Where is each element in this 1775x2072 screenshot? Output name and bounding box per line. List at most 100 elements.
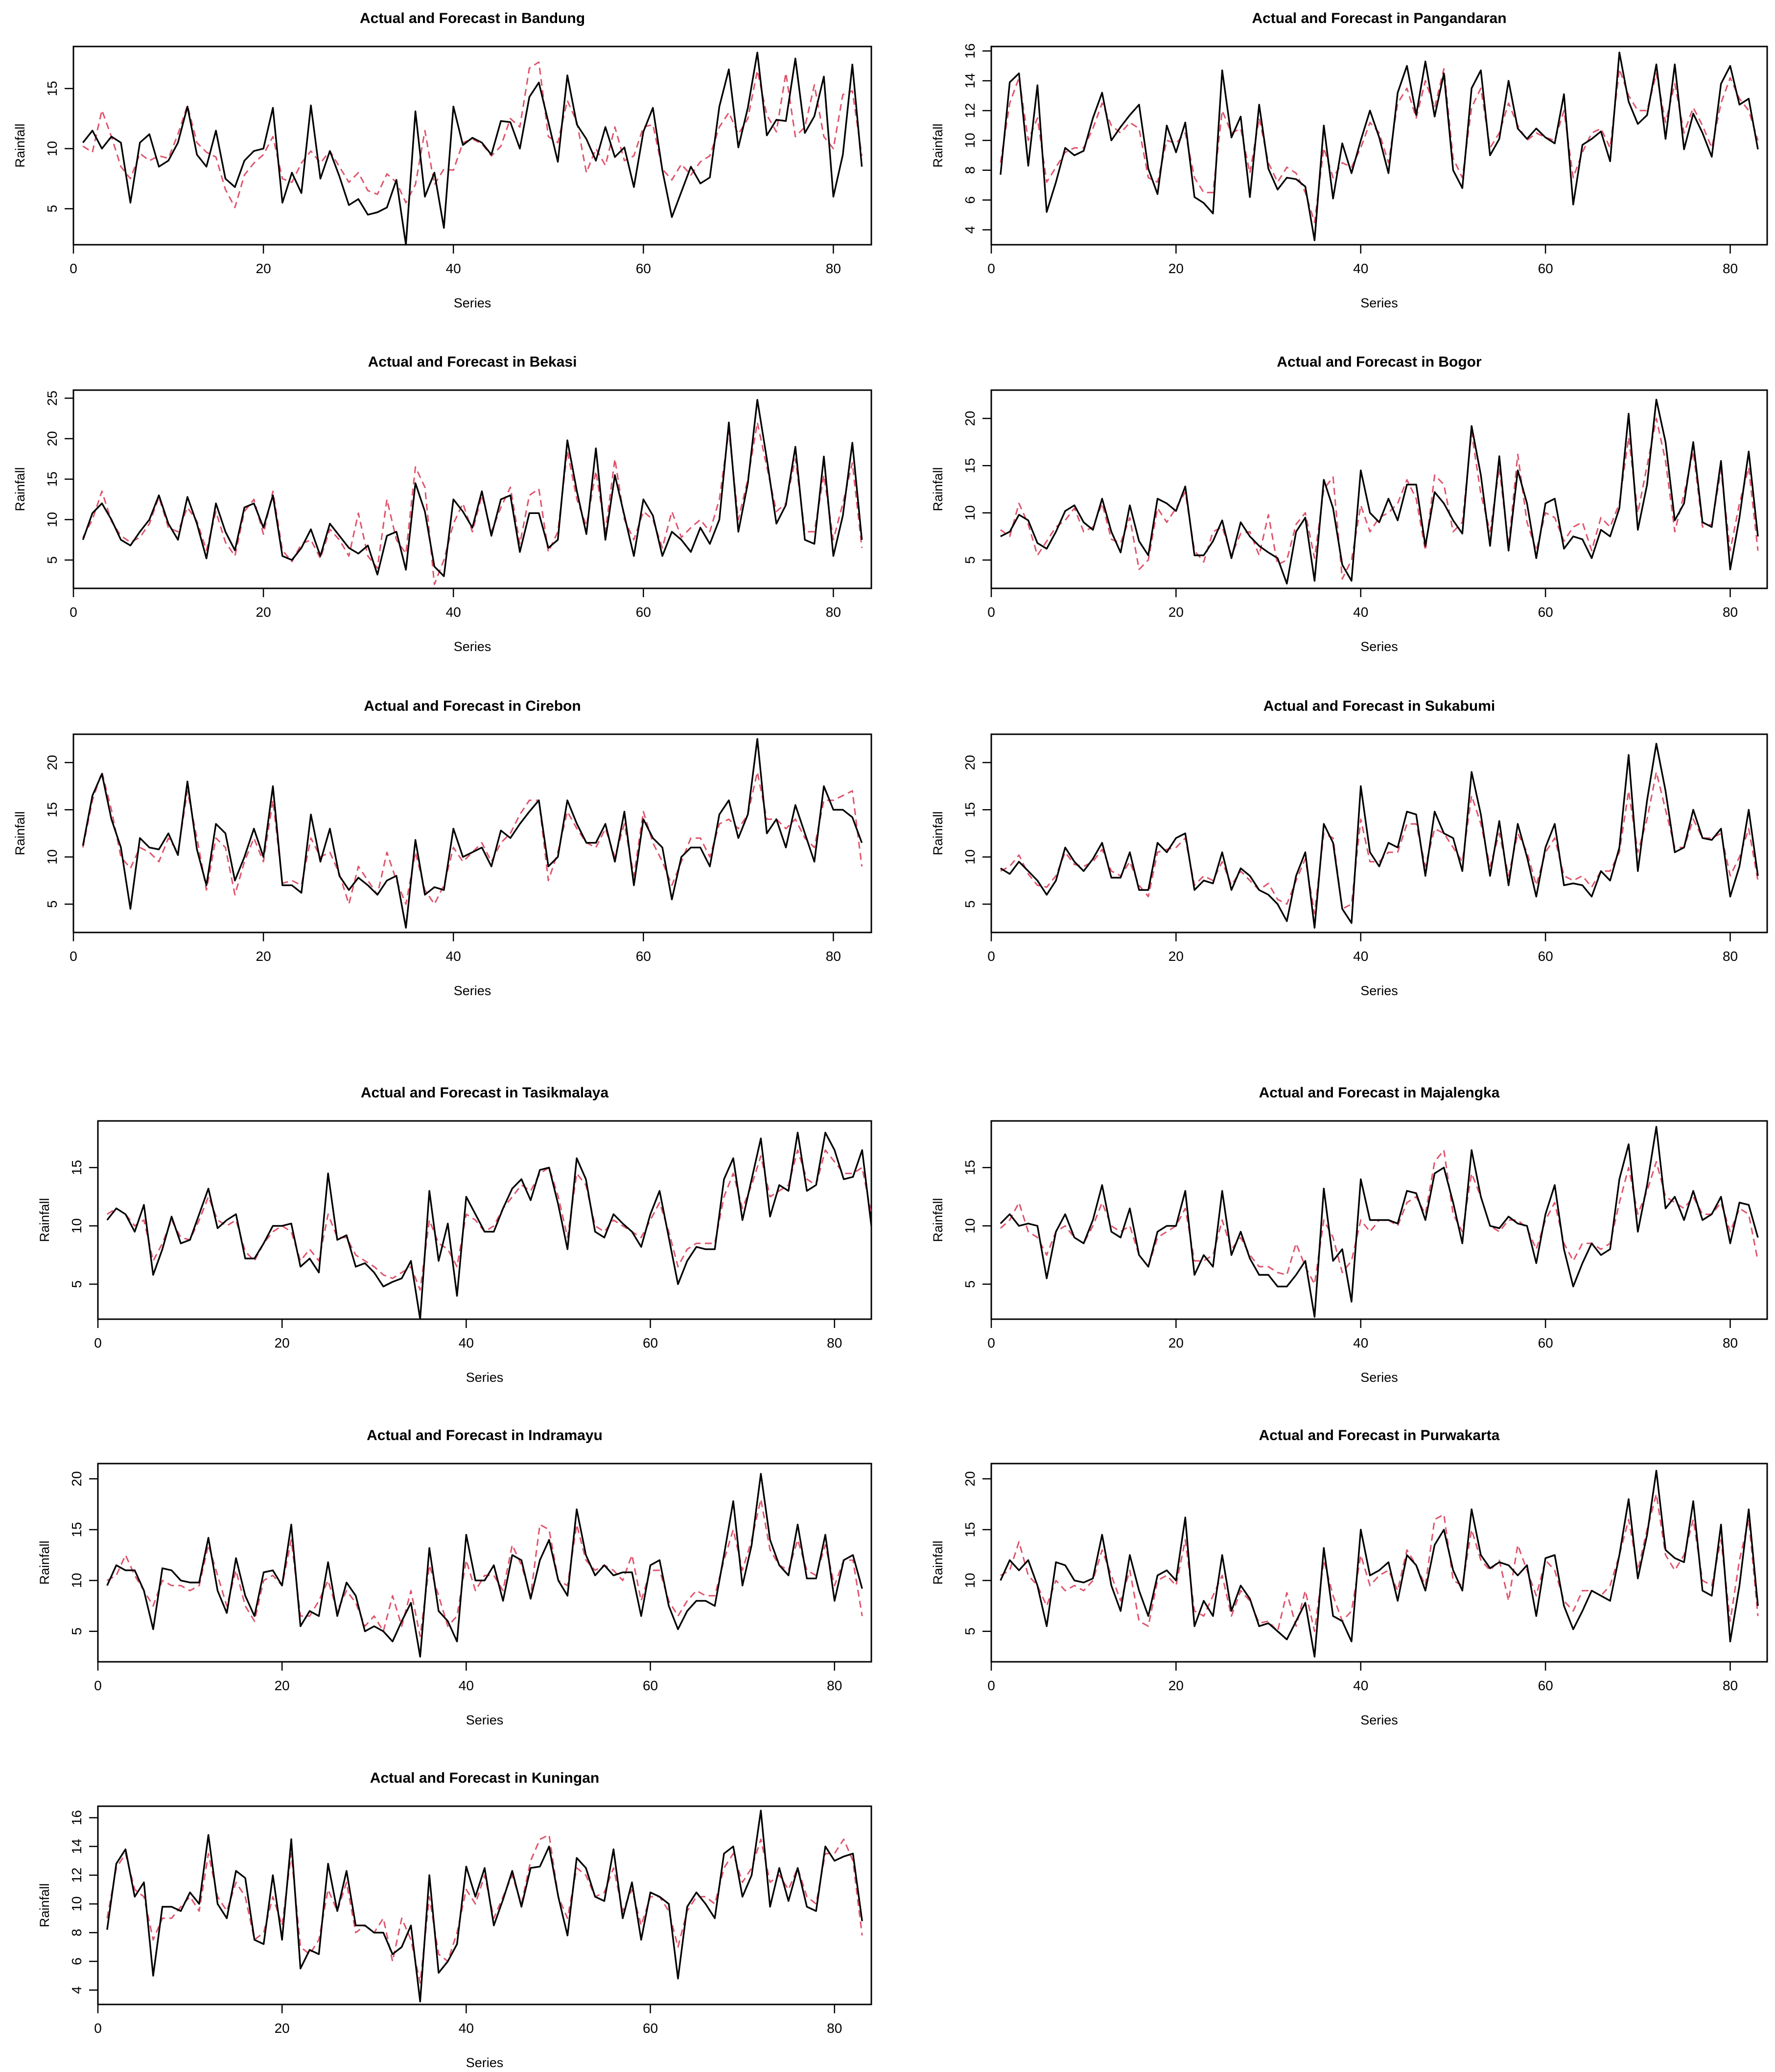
y-axis-label: Rainfall (13, 811, 27, 855)
chart-panel-purwakarta: Actual and Forecast in Purwakarta 0 20 40 60… (931, 1427, 1768, 1727)
x-axis-label: Series (454, 639, 491, 654)
y-tick-label: 5 (962, 1280, 978, 1288)
x-tick-label: 40 (1353, 605, 1368, 620)
x-tick-label: 80 (1723, 1678, 1738, 1693)
y-tick-label: 10 (962, 849, 978, 864)
y-axis-label: Rainfall (931, 1198, 945, 1242)
y-tick-label: 15 (45, 802, 60, 817)
y-tick-label: 5 (45, 900, 60, 908)
x-tick-label: 80 (1723, 261, 1738, 276)
x-axis-label: Series (466, 2055, 504, 2070)
plot-frame (72, 389, 872, 589)
forecast-series-line (1000, 68, 1759, 223)
x-tick-label: 20 (1168, 1678, 1184, 1693)
plot-frame (990, 1463, 1768, 1663)
x-tick-label: 20 (1168, 605, 1184, 620)
chart-title: Actual and Forecast in Bandung (360, 10, 585, 26)
actual-series-line (106, 1810, 863, 2002)
x-tick-label: 0 (70, 949, 77, 964)
y-tick-label: 5 (962, 556, 978, 564)
chart-panel-kuningan: Actual and Forecast in Kuningan 0 20 40 60 80… (37, 1770, 872, 2070)
x-tick-label: 80 (1723, 949, 1738, 964)
chart-title: Actual and Forecast in Sukabumi (1263, 698, 1495, 714)
y-tick-label: 14 (69, 1839, 84, 1854)
y-tick-label: 8 (69, 1929, 84, 1936)
y-tick-label: 5 (962, 900, 978, 908)
x-axis-label: Series (1360, 1370, 1398, 1385)
actual-series-line (106, 1132, 872, 1320)
y-tick-label: 10 (962, 505, 978, 520)
x-tick-label: 0 (987, 1335, 995, 1350)
forecast-series-line (1000, 1149, 1759, 1285)
x-tick-label: 0 (987, 1678, 995, 1693)
y-tick-label: 16 (962, 44, 978, 59)
actual-series-line (1000, 743, 1759, 929)
chart-title: Actual and Forecast in Indramayu (367, 1427, 603, 1443)
y-tick-label: 25 (45, 391, 60, 406)
y-tick-label: 10 (45, 512, 60, 527)
x-tick-label: 20 (1168, 1335, 1184, 1350)
y-tick-label: 5 (69, 1628, 84, 1635)
chart-title: Actual and Forecast in Majalengka (1259, 1085, 1500, 1101)
y-tick-label: 15 (69, 1160, 84, 1175)
actual-series-line (82, 51, 863, 246)
x-tick-label: 20 (256, 605, 271, 620)
y-tick-label: 4 (962, 226, 978, 234)
x-tick-label: 60 (1538, 1335, 1553, 1350)
x-axis-label: Series (1360, 639, 1398, 654)
chart-panel-bekasi: Actual and Forecast in Bekasi 0 20 40 60 80 5 1… (13, 354, 872, 654)
x-tick-label: 0 (94, 1335, 102, 1350)
forecast-series-line (1000, 771, 1759, 914)
plot-frame (72, 46, 872, 246)
y-tick-label: 15 (69, 1522, 84, 1537)
x-tick-label: 40 (446, 949, 461, 964)
y-tick-label: 15 (962, 458, 978, 473)
x-tick-label: 0 (94, 1678, 102, 1693)
plot-frame (97, 1805, 872, 2005)
x-tick-label: 0 (987, 605, 995, 620)
x-tick-label: 0 (70, 605, 77, 620)
actual-series-line (106, 1473, 863, 1658)
x-tick-label: 60 (643, 2021, 658, 2036)
x-tick-label: 60 (636, 949, 651, 964)
chart-title: Actual and Forecast in Bekasi (368, 354, 577, 370)
chart-title: Actual and Forecast in Purwakarta (1259, 1427, 1500, 1443)
y-axis-label: Rainfall (13, 467, 27, 511)
y-tick-label: 5 (45, 556, 60, 564)
y-tick-label: 12 (69, 1867, 84, 1883)
chart-title: Actual and Forecast in Cirebon (364, 698, 581, 714)
y-tick-label: 20 (45, 755, 60, 770)
y-tick-label: 12 (962, 103, 978, 118)
x-tick-label: 20 (275, 1678, 290, 1693)
y-tick-label: 5 (962, 1628, 978, 1635)
y-axis-label: Rainfall (931, 811, 945, 855)
y-tick-label: 5 (69, 1280, 84, 1288)
chart-panel-majalengka: Actual and Forecast in Majalengka 0 20 40 60… (931, 1085, 1768, 1385)
actual-series-line (1000, 398, 1759, 585)
y-tick-label: 15 (45, 471, 60, 487)
forecast-series-line (82, 771, 863, 905)
y-tick-label: 10 (962, 1218, 978, 1234)
x-tick-label: 80 (827, 1678, 842, 1693)
x-axis-label: Series (454, 983, 491, 998)
chart-title: Actual and Forecast in Kuningan (370, 1770, 599, 1786)
x-tick-label: 40 (1353, 261, 1368, 276)
y-tick-label: 8 (962, 166, 978, 174)
y-tick-label: 20 (962, 1471, 978, 1487)
y-axis-label: Rainfall (931, 467, 945, 511)
y-tick-label: 20 (962, 411, 978, 426)
x-tick-label: 80 (827, 1335, 842, 1350)
x-tick-label: 60 (1538, 261, 1553, 276)
y-axis-label: Rainfall (931, 123, 945, 167)
forecast-series-line (107, 1498, 863, 1637)
forecast-series-line (106, 1149, 872, 1291)
x-tick-label: 60 (643, 1335, 658, 1350)
plot-frame (990, 46, 1768, 246)
x-tick-label: 0 (987, 949, 995, 964)
y-tick-label: 15 (962, 1160, 978, 1175)
x-axis-label: Series (1360, 1713, 1398, 1727)
chart-panel-pangandaran: Actual and Forecast in Pangandaran 0 20 40 6… (931, 10, 1768, 310)
actual-series-line (1000, 1469, 1759, 1658)
actual-series-line (1000, 51, 1759, 241)
